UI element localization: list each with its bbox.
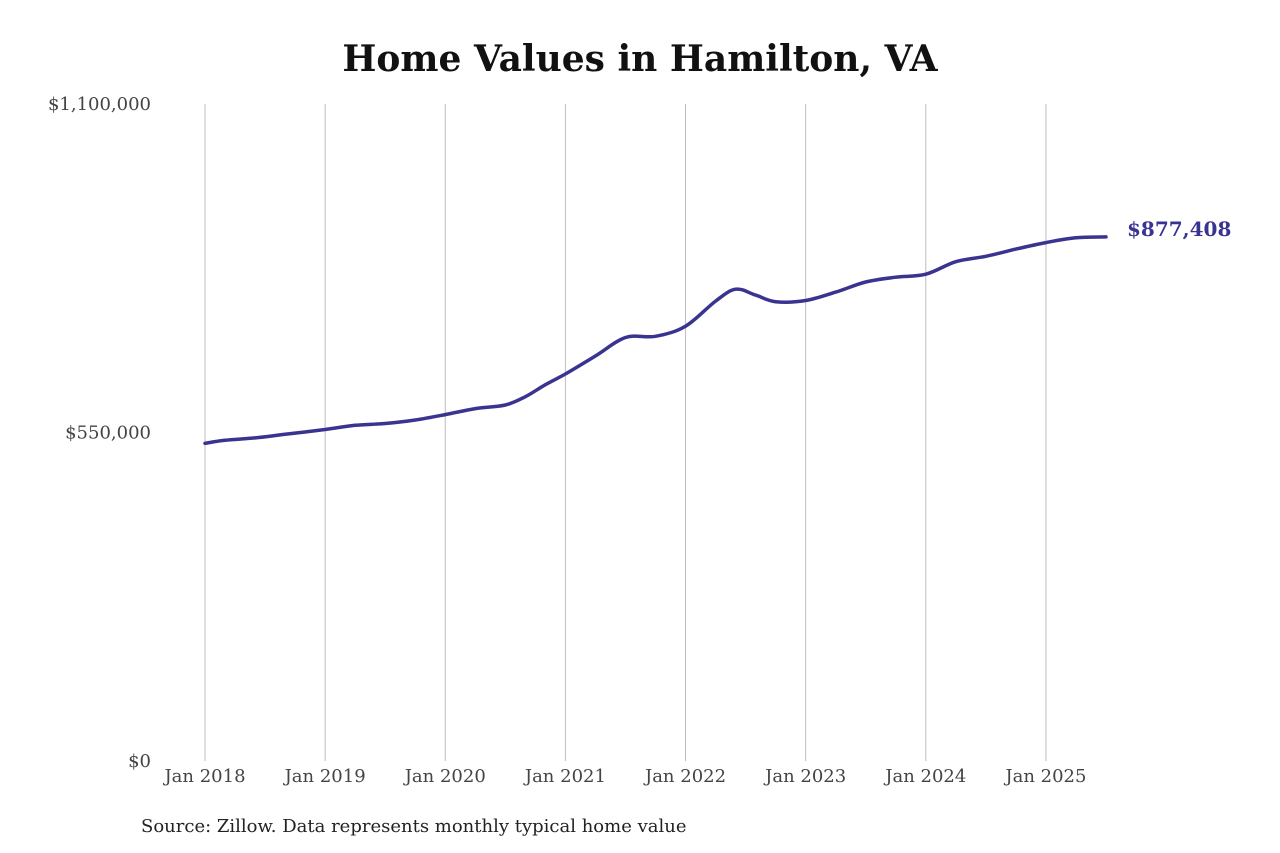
vertical-gridlines xyxy=(204,104,1047,761)
end-label-layer: $877,408 xyxy=(1127,217,1231,241)
y-tick-label-2: $1,100,000 xyxy=(48,94,151,115)
y-axis-tick-labels: $0 $550,000 $1,100,000 xyxy=(48,94,151,772)
x-tick-label-3: Jan 2021 xyxy=(523,766,606,787)
series-layer xyxy=(203,235,1108,446)
source-note: Source: Zillow. Data represents monthly … xyxy=(141,816,687,837)
x-tick-label-1: Jan 2019 xyxy=(283,766,366,787)
x-tick-label-5: Jan 2023 xyxy=(763,766,846,787)
x-tick-label-0: Jan 2018 xyxy=(162,766,245,787)
y-tick-label-0: $0 xyxy=(128,751,151,772)
y-tick-label-1: $550,000 xyxy=(65,423,151,444)
x-tick-label-4: Jan 2022 xyxy=(643,766,726,787)
chart-title: Home Values in Hamilton, VA xyxy=(342,38,938,80)
x-tick-label-6: Jan 2024 xyxy=(883,766,966,787)
series-line-0 xyxy=(203,235,1108,446)
series-end-label-0: $877,408 xyxy=(1127,217,1231,241)
x-axis-tick-labels: Jan 2018 Jan 2019 Jan 2020 Jan 2021 Jan 2022… xyxy=(162,766,1086,787)
x-tick-label-7: Jan 2025 xyxy=(1003,766,1086,787)
x-tick-label-2: Jan 2020 xyxy=(403,766,486,787)
